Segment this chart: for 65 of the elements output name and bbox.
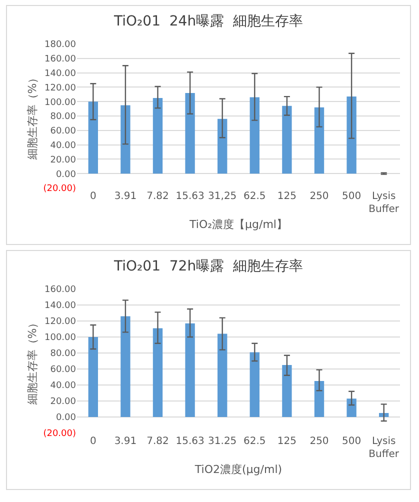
bar [218,118,228,174]
x-tick-label: 7.82 [146,436,169,447]
x-tick-label: 250 [310,436,329,447]
y-tick-label: 160.00 [44,54,76,65]
x-axis-title: TiO2濃度(μg/ml) [194,463,282,476]
bar [346,96,356,174]
bar [346,398,356,417]
y-tick-label: 140.00 [44,68,76,79]
x-tick-label: Lysis Buffer [368,191,400,215]
y-tick-label: 100.00 [44,333,76,344]
x-tick-label: 500 [342,191,362,202]
y-tick-label: 40.00 [50,140,76,151]
bar [314,107,324,174]
y-tick-label: 120.00 [44,83,76,94]
y-tick-label: 40.00 [50,381,76,392]
chart-title: TiO₂01 24h曝露 細胞生存率 [113,13,303,30]
x-tick-label: Lysis Buffer [368,436,400,460]
bar [250,352,260,417]
bar [152,328,163,417]
bar [185,323,195,417]
x-tick-label: 15.63 [176,191,204,202]
y-tick-label: 60.00 [50,126,76,137]
x-tick-label: 62.5 [244,436,266,447]
bar [120,316,130,417]
y-tick-label: (20.00) [43,429,76,440]
x-tick-label: 15.63 [176,436,204,447]
x-tick-label: 125 [277,191,296,202]
y-tick-label: 20.00 [50,397,76,408]
x-tick-label: 0 [90,436,96,447]
chart-title: TiO₂01 72h曝露 細胞生存率 [113,258,303,274]
y-tick-label: 140.00 [44,301,76,312]
bar [282,106,292,174]
bar [314,381,324,417]
y-tick-label: 100.00 [44,98,76,108]
bar [152,98,163,174]
x-tick-label: 31.25 [208,436,237,447]
y-tick-label: 20.00 [50,155,76,166]
bar [185,92,195,174]
y-tick-label: 180.00 [44,40,76,50]
y-axis-title: 細胞生存率（%） [26,72,39,161]
y-tick-label: 0.00 [56,413,76,424]
bar [250,97,260,174]
x-tick-label: 0 [90,191,96,202]
x-tick-label: 3.91 [114,191,137,202]
x-axis-title: TiO₂濃度【μg/ml】 [188,218,288,232]
x-tick-label: 125 [277,436,296,447]
x-tick-label: 250 [310,191,329,202]
y-tick-label: 0.00 [56,170,76,180]
y-axis-title: 細胞生存率（%） [26,317,39,406]
bar [282,365,292,417]
y-tick-label: 80.00 [50,112,76,122]
x-tick-label: 31,25 [208,191,237,202]
x-tick-label: 500 [342,436,362,447]
bar [88,337,98,417]
y-tick-label: 60.00 [50,365,76,376]
bar [120,105,130,174]
y-tick-label: 80.00 [50,349,76,360]
x-tick-label: 62.5 [244,191,266,202]
x-tick-label: 3.91 [114,436,137,447]
y-tick-label: 160.00 [44,285,76,296]
x-tick-label: 7.82 [146,191,169,202]
y-tick-label: 120.00 [44,317,76,328]
bar [218,334,228,417]
bar [88,102,98,174]
y-tick-label: (20.00) [43,184,76,194]
